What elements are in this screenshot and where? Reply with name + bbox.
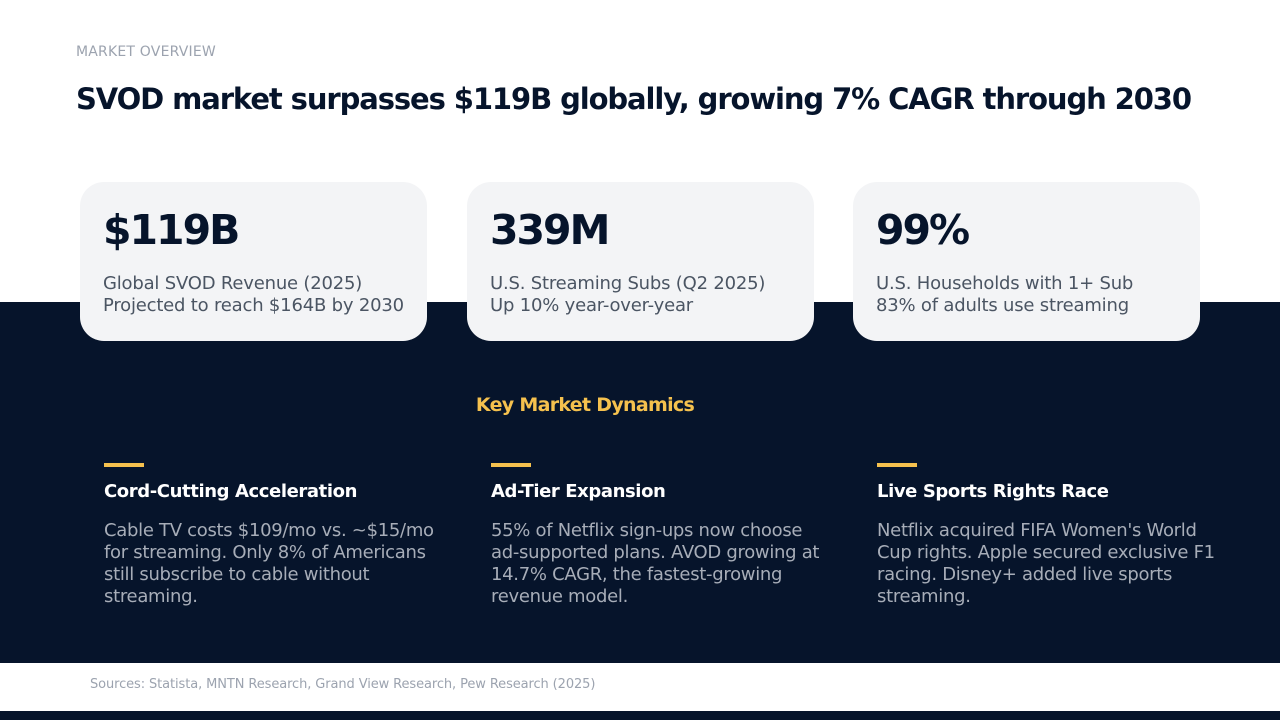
dynamic-body: Cable TV costs $109/mo vs. ~$15/mo for s… [104, 520, 434, 607]
slide-title: SVOD market surpasses $119B globally, gr… [76, 82, 1192, 116]
accent-bar [491, 463, 531, 467]
stat-value: 99% [876, 206, 970, 254]
dark-band-background [0, 302, 1280, 663]
dynamic-item-ad-tier: Ad-Tier Expansion 55% of Netflix sign-up… [491, 463, 831, 608]
bottom-bar [0, 711, 1280, 720]
dynamic-title: Cord-Cutting Acceleration [104, 481, 358, 502]
stat-card-households: 99% U.S. Households with 1+ Sub 83% of a… [853, 182, 1200, 341]
dynamic-item-cord-cutting: Cord-Cutting Acceleration Cable TV costs… [104, 463, 444, 608]
stat-card-revenue: $119B Global SVOD Revenue (2025) Project… [80, 182, 427, 341]
dynamic-title: Ad-Tier Expansion [491, 481, 666, 502]
stat-note: 83% of adults use streaming [876, 295, 1129, 316]
sources-footnote: Sources: Statista, MNTN Research, Grand … [90, 677, 596, 692]
stat-label: Global SVOD Revenue (2025) [103, 273, 363, 294]
stat-value: 339M [490, 206, 610, 254]
stat-label: U.S. Households with 1+ Sub [876, 273, 1134, 294]
stat-note: Up 10% year-over-year [490, 295, 694, 316]
accent-bar [104, 463, 144, 467]
dynamic-title: Live Sports Rights Race [877, 481, 1109, 502]
stat-note: Projected to reach $164B by 2030 [103, 295, 404, 316]
key-dynamics-heading: Key Market Dynamics [475, 394, 695, 416]
dynamic-body: 55% of Netflix sign-ups now choose ad-su… [491, 520, 820, 607]
dynamic-item-live-sports: Live Sports Rights Race Netflix acquired… [877, 463, 1217, 608]
stat-value: $119B [103, 206, 240, 254]
dynamic-body: Netflix acquired FIFA Women's World Cup … [877, 520, 1215, 607]
stat-label: U.S. Streaming Subs (Q2 2025) [490, 273, 766, 294]
section-eyebrow: MARKET OVERVIEW [76, 44, 216, 60]
stat-card-subscriptions: 339M U.S. Streaming Subs (Q2 2025) Up 10… [467, 182, 814, 341]
accent-bar [877, 463, 917, 467]
